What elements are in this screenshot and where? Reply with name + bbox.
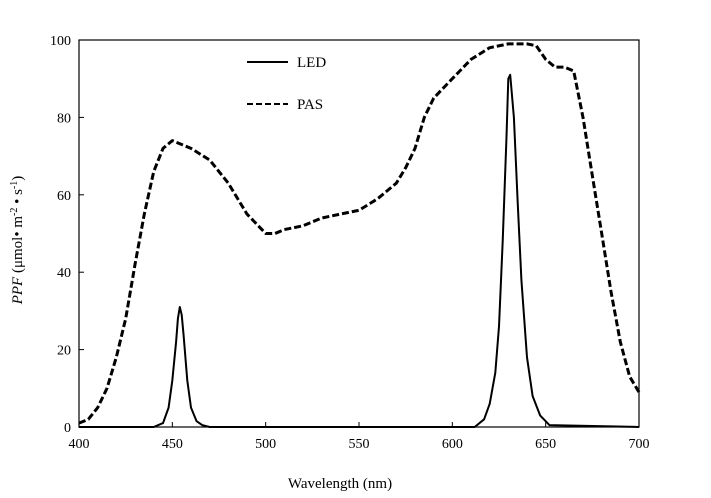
x-tick-label: 550 xyxy=(349,437,370,452)
x-tick-label: 700 xyxy=(629,437,650,452)
series-line-pas xyxy=(78,42,641,425)
x-tick-label: 600 xyxy=(442,437,463,452)
series-layer xyxy=(78,42,641,428)
y-tick-label: 40 xyxy=(57,266,71,281)
y-axis-title-end: ) xyxy=(10,176,26,181)
y-tick-label: 80 xyxy=(57,111,71,126)
y-axis-title-ppf: PPF xyxy=(10,276,26,305)
y-axis-title-mid: • s xyxy=(10,189,26,208)
y-tick-label: 0 xyxy=(64,421,71,436)
y-axis-title-unit: (μmol• m xyxy=(10,216,26,277)
series-line-led xyxy=(79,73,640,428)
y-axis-title-exp2: -1 xyxy=(9,181,20,189)
y-axis-title: PPF (μmol• m-2 • s-1) xyxy=(9,176,26,306)
legend-label-led: LED xyxy=(297,55,326,71)
x-tick-label: 400 xyxy=(69,437,90,452)
legend: LED PAS xyxy=(247,55,326,113)
y-tick-label: 20 xyxy=(57,344,71,359)
y-axis-title-exp1: -2 xyxy=(9,208,20,216)
tick-layer: 400 450 500 550 600 650 700 0 20 40 60 80 100 xyxy=(50,34,650,452)
x-tick-label: 450 xyxy=(162,437,183,452)
plot-frame xyxy=(78,39,640,428)
y-tick-label: 60 xyxy=(57,189,71,204)
y-tick-label: 100 xyxy=(50,34,71,49)
x-tick-label: 500 xyxy=(255,437,276,452)
x-axis-title: Wavelength (nm) xyxy=(288,476,392,492)
x-tick-label: 650 xyxy=(535,437,556,452)
legend-label-pas: PAS xyxy=(297,97,323,113)
